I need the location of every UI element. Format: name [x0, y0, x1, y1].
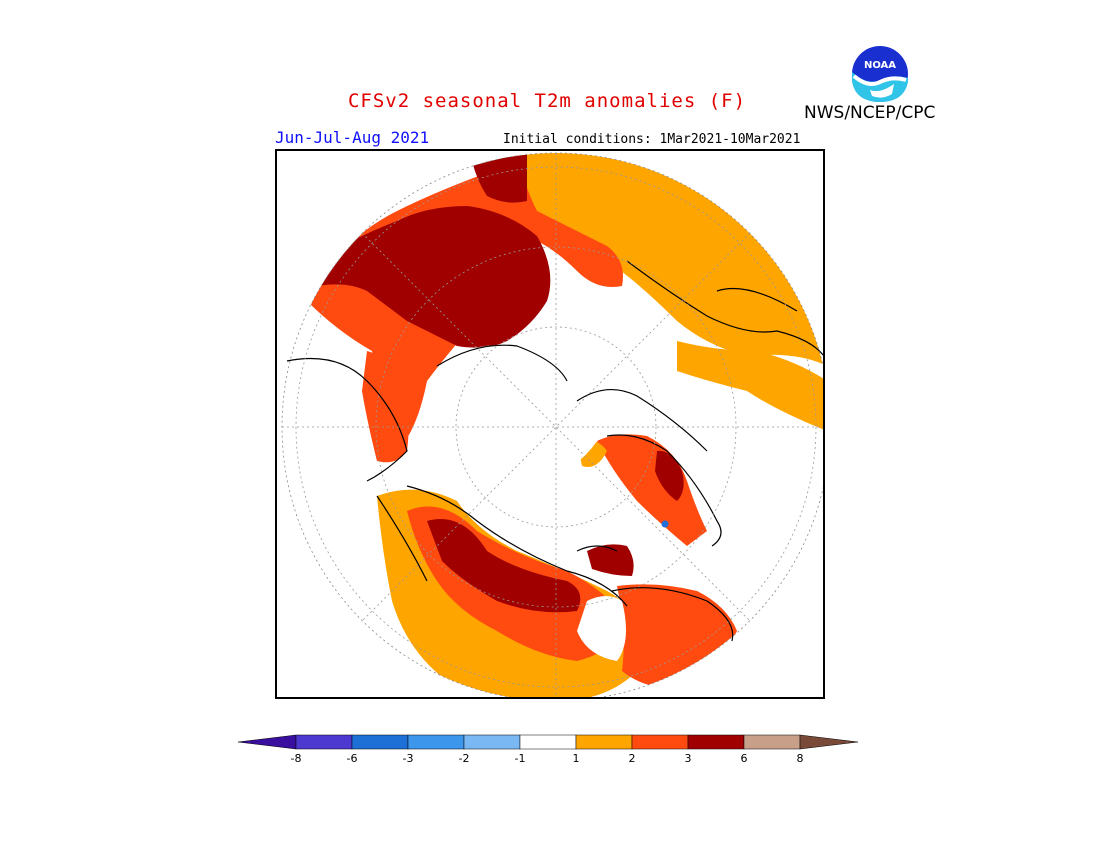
colorbar-tick-label: 8 — [796, 752, 804, 765]
colorbar-cell — [743, 734, 801, 750]
colorbar-cell — [519, 734, 577, 750]
chart-title: CFSv2 seasonal T2m anomalies (F) — [347, 90, 747, 112]
arctic-ocean — [430, 345, 601, 485]
region-alaska-darkred — [655, 450, 684, 501]
region-greenland-red — [617, 584, 737, 687]
colorbar-tick-label: -6 — [346, 752, 358, 765]
colorbar-arrow-high — [799, 734, 859, 750]
blue-spot — [661, 520, 669, 528]
noaa-logo: NOAA — [849, 43, 911, 105]
region-europe-small — [587, 544, 634, 576]
colorbar-cell — [687, 734, 745, 750]
coastlines — [286, 260, 823, 642]
map-panel — [275, 149, 825, 699]
colorbar-tick-label: 2 — [628, 752, 636, 765]
anomaly-field — [307, 153, 823, 697]
region-canada-darkred — [427, 519, 581, 613]
region-alaska-red — [597, 434, 707, 546]
colorbar-tick-label: 3 — [684, 752, 692, 765]
svg-text:NOAA: NOAA — [864, 60, 896, 71]
colorbar-tick-label: -3 — [402, 752, 414, 765]
colorbar-tick-label: -8 — [290, 752, 302, 765]
colorbar-cell — [351, 734, 409, 750]
colorbar-tick-label: -2 — [458, 752, 470, 765]
region-arabia-darkred — [472, 153, 527, 203]
region-eastasia-orange — [677, 341, 823, 431]
colorbar-tick-label: -1 — [514, 752, 526, 765]
colorbar-cell — [295, 734, 353, 750]
forecast-period: Jun-Jul-Aug 2021 — [275, 128, 430, 147]
region-kamchatka — [362, 351, 409, 463]
region-siberia-darkred — [317, 206, 551, 348]
colorbar — [238, 734, 859, 750]
colorbar-cell — [631, 734, 689, 750]
colorbar-arrow-low — [238, 734, 297, 750]
agency-label: NWS/NCEP/CPC — [804, 103, 936, 123]
region-greenland-interior — [577, 596, 626, 661]
colorbar-cell — [407, 734, 465, 750]
colorbar-tick-label: 1 — [572, 752, 580, 765]
colorbar-cell — [575, 734, 633, 750]
graticule — [282, 153, 823, 697]
initial-conditions: Initial conditions: 1Mar2021-10Mar2021 — [503, 132, 801, 147]
colorbar-cell — [463, 734, 521, 750]
colorbar-tick-label: 6 — [740, 752, 748, 765]
